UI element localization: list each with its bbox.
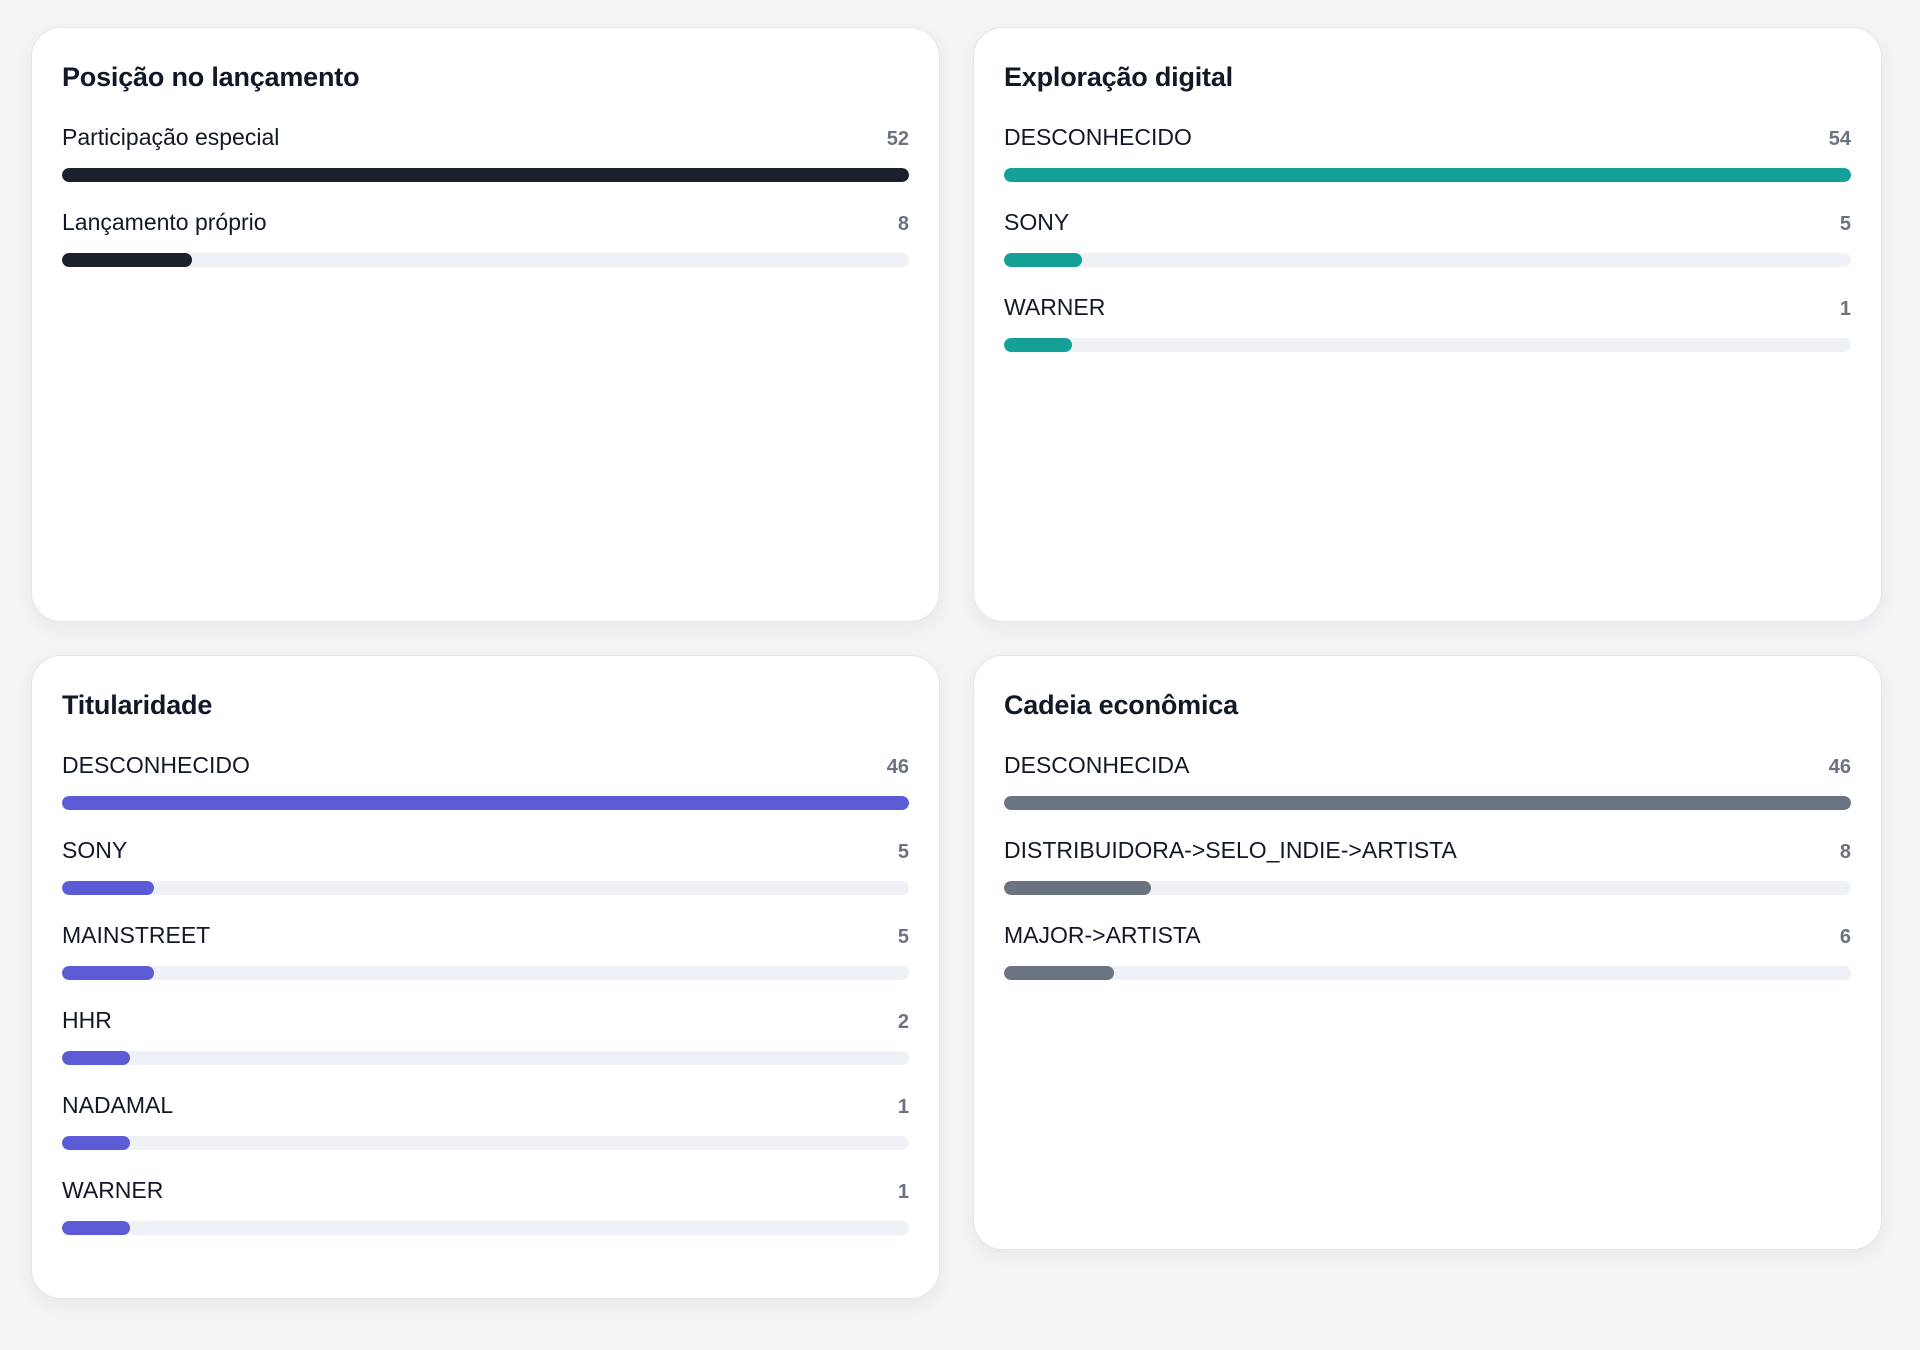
bar-fill bbox=[62, 881, 155, 895]
bar-track bbox=[62, 1051, 909, 1065]
bar-row-header: DISTRIBUIDORA->SELO_INDIE->ARTISTA 8 bbox=[1004, 835, 1851, 865]
bar-row-header: DESCONHECIDO 46 bbox=[62, 750, 909, 780]
bar-fill bbox=[1004, 881, 1152, 895]
bar-row: WARNER 1 bbox=[62, 1175, 909, 1235]
bar-value-label: 8 bbox=[897, 213, 909, 235]
bar-fill bbox=[62, 168, 909, 182]
bar-row: SONY 5 bbox=[62, 835, 909, 895]
bar-row: WARNER 1 bbox=[1004, 292, 1851, 352]
bar-fill bbox=[62, 1051, 130, 1065]
bar-value-label: 1 bbox=[897, 1181, 909, 1203]
bar-value-label: 8 bbox=[1839, 841, 1851, 863]
bar-row: MAJOR->ARTISTA 6 bbox=[1004, 920, 1851, 980]
bar-row-header: NADAMAL 1 bbox=[62, 1090, 909, 1120]
bar-fill bbox=[1004, 338, 1072, 352]
card-title: Posição no lançamento bbox=[62, 62, 360, 92]
bar-row: DESCONHECIDA 46 bbox=[1004, 750, 1851, 810]
bar-list: Participação especial 52 Lançamento própri… bbox=[62, 122, 909, 267]
bar-track bbox=[62, 1221, 909, 1235]
bar-track bbox=[62, 796, 909, 810]
bar-label: MAJOR->ARTISTA bbox=[1004, 922, 1201, 948]
bar-value-label: 46 bbox=[886, 756, 909, 778]
bar-label: DESCONHECIDO bbox=[62, 752, 250, 778]
bar-row-header: WARNER 1 bbox=[1004, 292, 1851, 322]
card-title: Titularidade bbox=[62, 690, 213, 720]
bar-fill bbox=[1004, 168, 1851, 182]
bar-label: SONY bbox=[62, 837, 128, 863]
card-posicao-lancamento: Posição no lançamento Participação espec… bbox=[31, 27, 940, 622]
bar-track bbox=[1004, 966, 1851, 980]
bar-row: MAINSTREET 5 bbox=[62, 920, 909, 980]
bar-value-label: 52 bbox=[886, 128, 909, 150]
bar-label: NADAMAL bbox=[62, 1092, 174, 1118]
bar-row-header: DESCONHECIDA 46 bbox=[1004, 750, 1851, 780]
bar-row: Participação especial 52 bbox=[62, 122, 909, 182]
bar-row-header: DESCONHECIDO 54 bbox=[1004, 122, 1851, 152]
bar-value-label: 1 bbox=[897, 1096, 909, 1118]
bar-value-label: 5 bbox=[1839, 213, 1851, 235]
bar-fill bbox=[62, 796, 909, 810]
bar-row-header: SONY 5 bbox=[1004, 207, 1851, 237]
bar-track bbox=[1004, 796, 1851, 810]
bar-fill bbox=[62, 966, 155, 980]
card-exploracao-digital: Exploração digital DESCONHECIDO 54 SONY 5 WA… bbox=[973, 27, 1882, 622]
bar-label: HHR bbox=[62, 1007, 112, 1033]
bar-value-label: 5 bbox=[897, 841, 909, 863]
bar-value-label: 6 bbox=[1839, 926, 1851, 948]
bar-row: DESCONHECIDO 46 bbox=[62, 750, 909, 810]
bar-value-label: 54 bbox=[1828, 128, 1851, 150]
bar-row: DISTRIBUIDORA->SELO_INDIE->ARTISTA 8 bbox=[1004, 835, 1851, 895]
bar-value-label: 5 bbox=[897, 926, 909, 948]
bar-list: DESCONHECIDO 46 SONY 5 MAINSTREET 5 HHR 2 NADAMA… bbox=[62, 750, 909, 1235]
bar-fill bbox=[62, 1221, 130, 1235]
card-titularidade: Titularidade DESCONHECIDO 46 SONY 5 MAINSTRE… bbox=[31, 655, 940, 1299]
bar-label: DISTRIBUIDORA->SELO_INDIE->ARTISTA bbox=[1004, 837, 1457, 863]
bar-row-header: Participação especial 52 bbox=[62, 122, 909, 152]
bar-track bbox=[62, 253, 909, 267]
bar-track bbox=[62, 168, 909, 182]
card-title: Exploração digital bbox=[1004, 62, 1233, 92]
bar-row: DESCONHECIDO 54 bbox=[1004, 122, 1851, 182]
bar-list: DESCONHECIDA 46 DISTRIBUIDORA->SELO_INDIE-… bbox=[1004, 750, 1851, 980]
bar-fill bbox=[62, 1136, 130, 1150]
card-title: Cadeia econômica bbox=[1004, 690, 1238, 720]
bar-fill bbox=[1004, 796, 1851, 810]
bar-fill bbox=[1004, 253, 1083, 267]
bar-label: WARNER bbox=[1004, 294, 1106, 320]
bar-track bbox=[1004, 253, 1851, 267]
bar-list: DESCONHECIDO 54 SONY 5 WARNER 1 bbox=[1004, 122, 1851, 352]
bar-label: DESCONHECIDA bbox=[1004, 752, 1190, 778]
bar-track bbox=[62, 881, 909, 895]
bar-row: Lançamento próprio 8 bbox=[62, 207, 909, 267]
bar-label: SONY bbox=[1004, 209, 1070, 235]
bar-label: Lançamento próprio bbox=[62, 209, 267, 235]
bar-row-header: MAJOR->ARTISTA 6 bbox=[1004, 920, 1851, 950]
bar-track bbox=[1004, 338, 1851, 352]
bar-value-label: 2 bbox=[897, 1011, 909, 1033]
card-cadeia-economica: Cadeia econômica DESCONHECIDA 46 DISTRIBUI… bbox=[973, 655, 1882, 1250]
bar-track bbox=[1004, 168, 1851, 182]
bar-fill bbox=[1004, 966, 1115, 980]
bar-row: NADAMAL 1 bbox=[62, 1090, 909, 1150]
bar-label: DESCONHECIDO bbox=[1004, 124, 1192, 150]
bar-row-header: Lançamento próprio 8 bbox=[62, 207, 909, 237]
dashboard-grid: Posição no lançamento Participação espec… bbox=[31, 27, 1882, 1299]
bar-row-header: HHR 2 bbox=[62, 1005, 909, 1035]
bar-fill bbox=[62, 253, 193, 267]
bar-row-header: SONY 5 bbox=[62, 835, 909, 865]
bar-row-header: MAINSTREET 5 bbox=[62, 920, 909, 950]
bar-value-label: 1 bbox=[1839, 298, 1851, 320]
bar-track bbox=[62, 966, 909, 980]
bar-track bbox=[1004, 881, 1851, 895]
bar-label: MAINSTREET bbox=[62, 922, 211, 948]
bar-row-header: WARNER 1 bbox=[62, 1175, 909, 1205]
bar-row: SONY 5 bbox=[1004, 207, 1851, 267]
bar-track bbox=[62, 1136, 909, 1150]
bar-value-label: 46 bbox=[1828, 756, 1851, 778]
bar-label: WARNER bbox=[62, 1177, 164, 1203]
bar-label: Participação especial bbox=[62, 124, 280, 150]
bar-row: HHR 2 bbox=[62, 1005, 909, 1065]
